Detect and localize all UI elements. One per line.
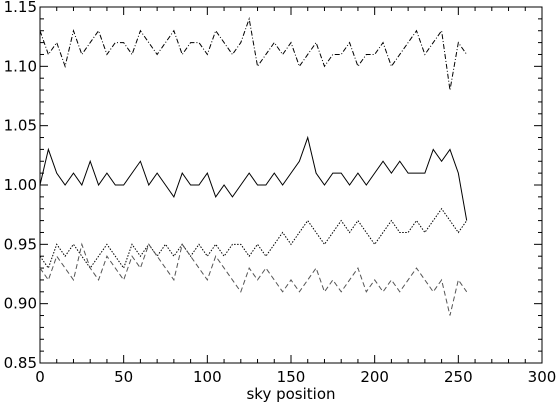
x-tick-label: 250 — [444, 368, 473, 386]
y-tick-label: 0.85 — [4, 354, 37, 372]
y-tick-label: 0.90 — [4, 295, 37, 313]
x-axis-label: sky position — [246, 385, 335, 403]
x-tick-label: 0 — [35, 368, 45, 386]
x-axis: 0 50 100 150 200 250 300 — [35, 7, 556, 386]
x-tick-label: 200 — [360, 368, 389, 386]
y-tick-label: 1.10 — [4, 57, 37, 75]
y-tick-label: 1.00 — [4, 176, 37, 194]
x-tick-label: 300 — [528, 368, 557, 386]
series-line-2 — [39, 135, 468, 221]
x-tick-label: 50 — [114, 368, 133, 386]
series-layer — [39, 16, 468, 316]
series-line-3 — [39, 207, 468, 270]
y-tick-label: 1.05 — [4, 117, 37, 135]
y-axis: 0.85 0.90 0.95 1.00 1.05 1.10 1.15 — [4, 0, 542, 372]
x-tick-label: 150 — [277, 368, 306, 386]
series-line-4 — [39, 242, 468, 316]
y-tick-label: 1.15 — [4, 0, 37, 16]
x-tick-label: 100 — [193, 368, 222, 386]
y-tick-label: 0.95 — [4, 235, 37, 253]
series-line-1 — [39, 16, 468, 91]
